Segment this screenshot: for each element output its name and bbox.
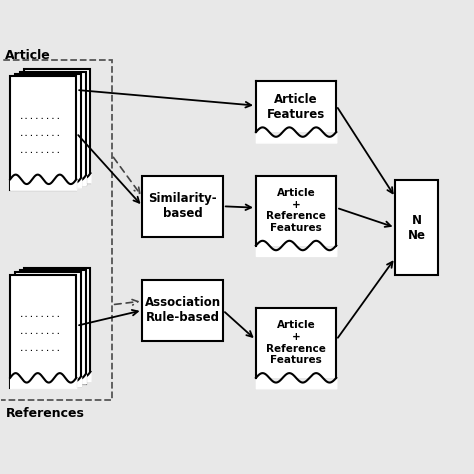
FancyBboxPatch shape (143, 175, 223, 237)
FancyBboxPatch shape (10, 275, 76, 388)
FancyBboxPatch shape (256, 308, 336, 378)
Text: Article
+
Reference
Features: Article + Reference Features (266, 188, 326, 233)
Text: ........: ........ (18, 327, 62, 336)
FancyBboxPatch shape (395, 180, 438, 275)
FancyBboxPatch shape (24, 268, 91, 381)
Text: Similarity-
based: Similarity- based (148, 192, 217, 220)
Text: ........: ........ (18, 344, 62, 353)
Text: ........: ........ (18, 310, 62, 319)
FancyBboxPatch shape (256, 81, 336, 132)
FancyBboxPatch shape (15, 74, 81, 187)
Text: ........: ........ (18, 111, 62, 120)
FancyBboxPatch shape (19, 72, 86, 185)
FancyBboxPatch shape (15, 273, 81, 386)
FancyBboxPatch shape (10, 76, 76, 190)
Text: Article
+
Reference
Features: Article + Reference Features (266, 320, 326, 365)
Text: ........: ........ (18, 146, 62, 155)
Text: Article
Features: Article Features (267, 92, 325, 120)
FancyBboxPatch shape (19, 270, 86, 383)
FancyBboxPatch shape (256, 175, 336, 246)
Text: ........: ........ (18, 128, 62, 137)
Text: N
Ne: N Ne (408, 214, 426, 242)
Text: Association
Rule-based: Association Rule-based (145, 296, 221, 324)
Text: Article: Article (5, 49, 51, 62)
FancyBboxPatch shape (24, 69, 91, 182)
FancyBboxPatch shape (143, 280, 223, 341)
Text: References: References (5, 407, 84, 420)
